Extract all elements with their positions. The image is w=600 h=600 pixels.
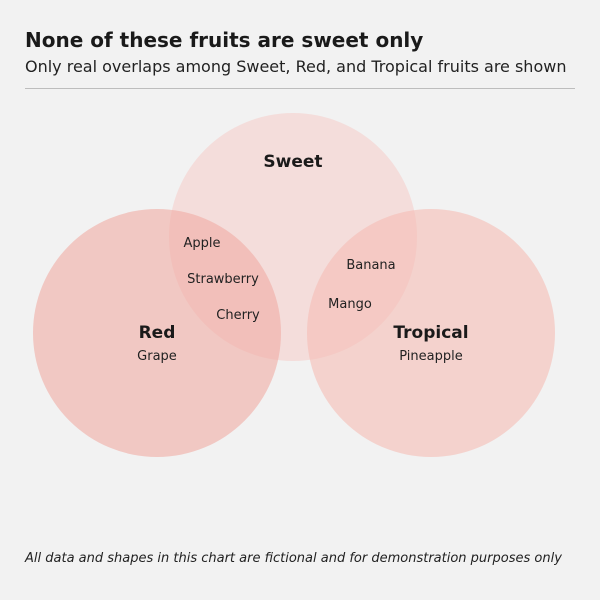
fruit-label-banana: Banana [346, 258, 395, 273]
tropical-set-label: Tropical [393, 323, 468, 343]
sweet-set-label: Sweet [263, 152, 322, 172]
red-set-circle [33, 209, 281, 457]
fruit-label-apple: Apple [183, 236, 220, 251]
fruit-label-mango: Mango [328, 297, 372, 312]
red-set-label: Red [139, 323, 176, 343]
chart-title: None of these fruits are sweet only [25, 28, 424, 52]
fruit-label-grape: Grape [137, 349, 177, 364]
fruit-label-strawberry: Strawberry [187, 272, 259, 287]
chart-subtitle: Only real overlaps among Sweet, Red, and… [25, 57, 567, 76]
header-divider [25, 88, 575, 89]
tropical-set-circle [307, 209, 555, 457]
footnote: All data and shapes in this chart are fi… [25, 551, 562, 566]
fruit-label-pineapple: Pineapple [399, 349, 462, 364]
fruit-label-cherry: Cherry [216, 308, 260, 323]
